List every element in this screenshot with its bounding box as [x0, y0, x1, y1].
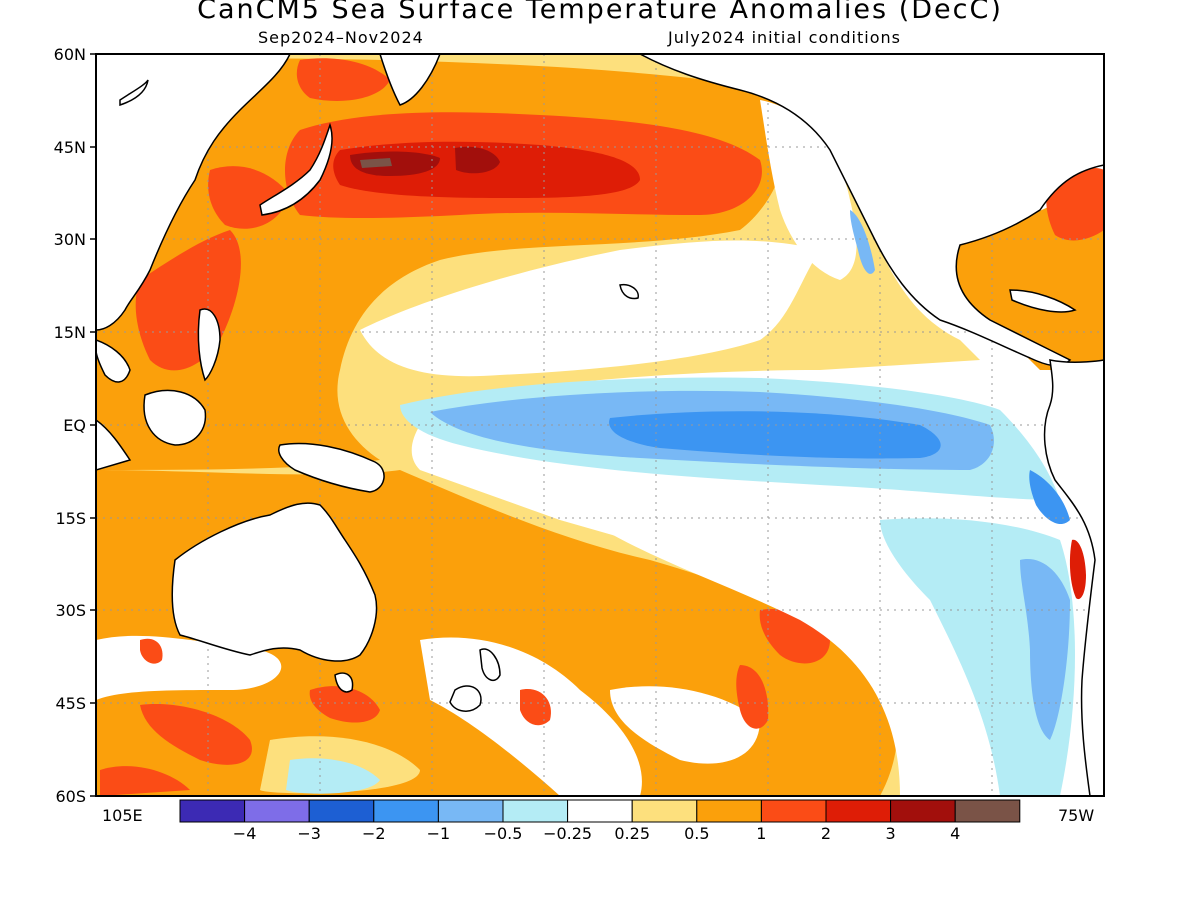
warm-core-south-1 — [140, 704, 252, 765]
colorbar-label-7: 0.5 — [684, 824, 710, 843]
new-guinea-landmass — [278, 442, 385, 493]
forecast-period: Sep2024–Nov2024 — [258, 28, 424, 47]
neutral-central-north — [360, 240, 820, 377]
colorbar-label-5: −0.25 — [543, 824, 593, 843]
cool-east-south-2 — [1020, 559, 1070, 740]
warm-core-north-pacific-3 — [350, 151, 440, 176]
colorbar-label-9: 2 — [820, 824, 832, 843]
lat-label-eq: EQ — [63, 416, 86, 435]
cool-ne-coast — [850, 210, 875, 274]
colorbar-label-0: −4 — [232, 824, 257, 843]
colorbar-label-11: 4 — [950, 824, 961, 843]
colorbar-swatch-6 — [567, 799, 633, 823]
tasmania-landmass — [334, 672, 354, 693]
japan-landmass — [259, 122, 333, 216]
hawaii-landmass — [619, 283, 639, 300]
initial-conditions: July2024 initial conditions — [668, 28, 901, 47]
warm-core-south-6 — [140, 638, 163, 664]
lon-label-left: 105E — [102, 806, 143, 825]
warm-core-south-7 — [520, 689, 551, 726]
colorbar-label-8: 1 — [756, 824, 767, 843]
colorbar-swatch-4 — [437, 799, 504, 823]
new-zealand-north-landmass — [479, 648, 501, 682]
colorbar-swatch-0 — [179, 799, 246, 823]
map-title: CanCM5 Sea Surface Temperature Anomalies… — [197, 0, 1003, 25]
lat-label-45n: 45N — [53, 138, 86, 157]
australia-landmass — [171, 502, 378, 662]
lat-label-15s: 15S — [55, 509, 86, 528]
warm-core-north-pacific-5 — [360, 158, 392, 168]
south-cool-patch — [286, 758, 380, 794]
lat-label-60s: 60S — [55, 787, 86, 806]
colorbar-swatch-1 — [244, 799, 310, 823]
colorbar-swatch-8 — [696, 799, 762, 823]
colorbar-label-1: −3 — [297, 824, 321, 843]
warm-core-north-pacific-4 — [455, 146, 500, 174]
warm-core-south-5 — [309, 686, 380, 723]
cool-strong-equator — [609, 411, 941, 459]
lat-label-15n: 15N — [53, 323, 86, 342]
philippines-landmass — [197, 308, 221, 382]
kamchatka-landmass — [379, 54, 441, 106]
colorbar-swatch-11 — [890, 799, 956, 823]
lat-label-30s: 30S — [55, 601, 86, 620]
colorbar-swatch-5 — [502, 799, 569, 823]
colorbar-swatch-10 — [825, 799, 892, 823]
colorbar-label-3: −1 — [426, 824, 451, 843]
colorbar-swatch-7 — [631, 799, 698, 823]
warm-core-south-2 — [100, 766, 190, 796]
cuba-landmass — [1009, 289, 1077, 313]
colorbar-swatch-9 — [760, 799, 827, 823]
lat-ticks — [90, 53, 96, 797]
sumatra-landmass — [96, 419, 132, 471]
lat-label-60n: 60N — [53, 45, 86, 64]
warm-core-peru — [1069, 539, 1086, 600]
north-america-landmass — [639, 54, 1104, 367]
borneo-landmass — [143, 389, 207, 446]
colorbar-label-6: 0.25 — [614, 824, 650, 843]
new-zealand-south-landmass — [449, 685, 482, 712]
colorbar-swatch-2 — [308, 799, 375, 823]
asia-mainland-landmass — [96, 54, 291, 331]
indochina-landmass — [96, 339, 131, 383]
colorbar-label-2: −2 — [362, 824, 386, 843]
cool-east-coast — [1029, 470, 1070, 525]
colorbar-label-4: −0.5 — [483, 824, 523, 843]
lat-label-45s: 45S — [55, 694, 86, 713]
neutral-northeast — [760, 100, 857, 280]
warm-core-south-4 — [736, 665, 769, 729]
colorbar — [179, 799, 1021, 823]
alaska-west-island — [119, 79, 149, 107]
colorbar-swatch-3 — [373, 799, 439, 823]
colorbar-swatch-12 — [954, 799, 1021, 823]
colorbar-label-10: 3 — [885, 824, 896, 843]
south-neutral-patch-3 — [610, 686, 760, 764]
south-america-landmass — [1043, 359, 1104, 796]
lat-label-30n: 30N — [53, 230, 86, 249]
coastlines — [96, 54, 1104, 796]
lon-label-right: 75W — [1058, 806, 1095, 825]
